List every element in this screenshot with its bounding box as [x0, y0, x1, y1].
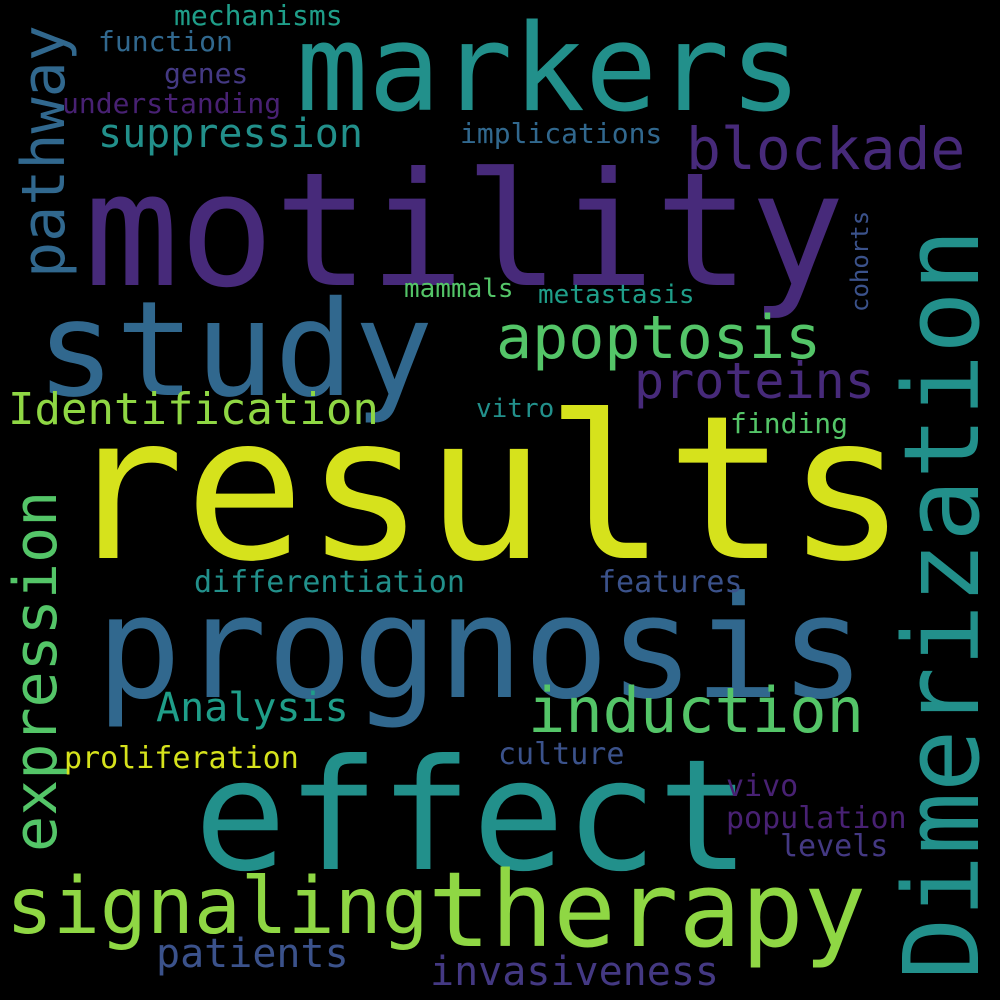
- word-levels: levels: [780, 829, 889, 864]
- word-therapy: therapy: [428, 849, 867, 971]
- word-markers: markers: [296, 0, 802, 139]
- word-mammals: mammals: [404, 274, 514, 304]
- word-implications: implications: [460, 117, 663, 150]
- word-signaling: signaling: [6, 862, 429, 952]
- word-mechanisms: mechanisms: [174, 0, 343, 32]
- word-genes: genes: [164, 57, 249, 90]
- word-understanding: understanding: [62, 87, 282, 120]
- word-prognosis: prognosis: [96, 566, 866, 731]
- word-effect: effect: [194, 727, 751, 906]
- word-differentiation: differentiation: [194, 565, 465, 600]
- word-suppression: suppression: [98, 111, 363, 157]
- word-vitro: vitro: [476, 394, 555, 424]
- word-finding: finding: [730, 407, 849, 440]
- word-expression: expression: [1, 490, 71, 852]
- word-analysis: Analysis: [156, 685, 349, 731]
- word-induction: induction: [528, 674, 864, 747]
- word-blockade: blockade: [686, 115, 966, 183]
- word-cohorts: cohorts: [846, 210, 874, 312]
- word-invasiveness: invasiveness: [430, 949, 719, 995]
- word-culture: culture: [498, 737, 625, 772]
- word-proteins: proteins: [634, 352, 875, 410]
- word-proliferation: proliferation: [64, 741, 299, 776]
- word-population: population: [726, 801, 907, 836]
- word-function: function: [98, 25, 233, 58]
- word-patients: patients: [156, 931, 349, 977]
- word-results: results: [64, 373, 907, 606]
- word-dimerization: Dimerization: [881, 228, 1000, 980]
- word-pathway: pathway: [9, 25, 79, 278]
- word-features: features: [598, 565, 743, 600]
- word-apoptosis: apoptosis: [496, 303, 822, 373]
- word-study: study: [36, 273, 434, 427]
- word-vivo: vivo: [726, 769, 799, 804]
- word-metastasis: metastasis: [538, 280, 695, 310]
- word-identification: Identification: [8, 384, 379, 435]
- word-motility: motility: [84, 139, 845, 323]
